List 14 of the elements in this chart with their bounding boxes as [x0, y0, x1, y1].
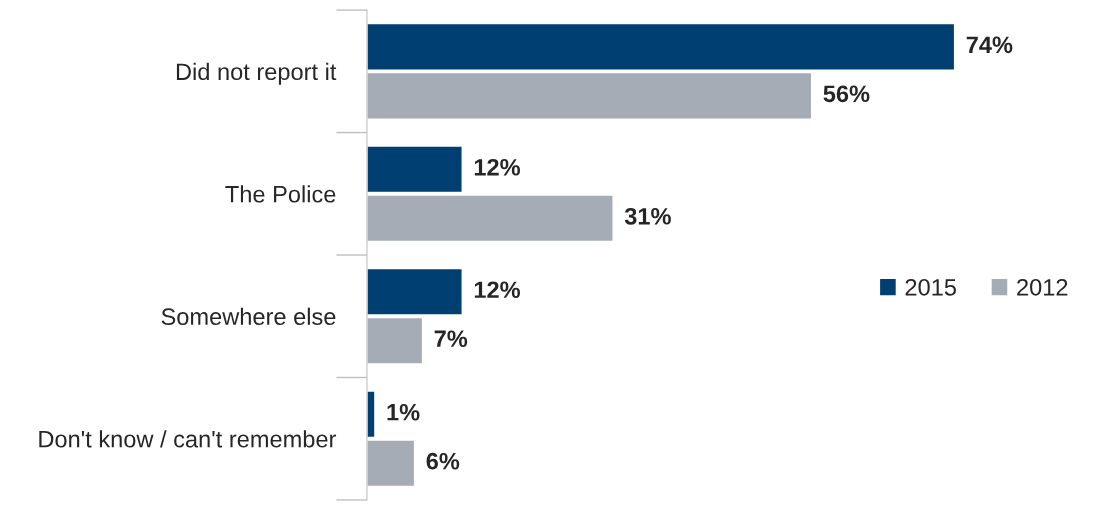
y-tick-label: Did not report it	[176, 62, 337, 85]
y-tick-label: The Police	[225, 185, 336, 203]
data-label: 74%	[966, 36, 1013, 54]
legend-label: 2015	[905, 278, 956, 296]
data-label: 6%	[426, 452, 460, 470]
data-label: 7%	[434, 330, 468, 348]
y-tick-label: Somewhere else	[161, 307, 336, 326]
data-label: 56%	[823, 85, 870, 103]
y-tick-label: Don't know / can't remember	[39, 430, 337, 448]
data-label: 1%	[387, 403, 420, 421]
data-label: 12%	[474, 281, 520, 299]
data-label: 12%	[474, 158, 520, 176]
data-label: 31%	[624, 207, 671, 225]
legend-label: 2012	[1017, 278, 1068, 296]
